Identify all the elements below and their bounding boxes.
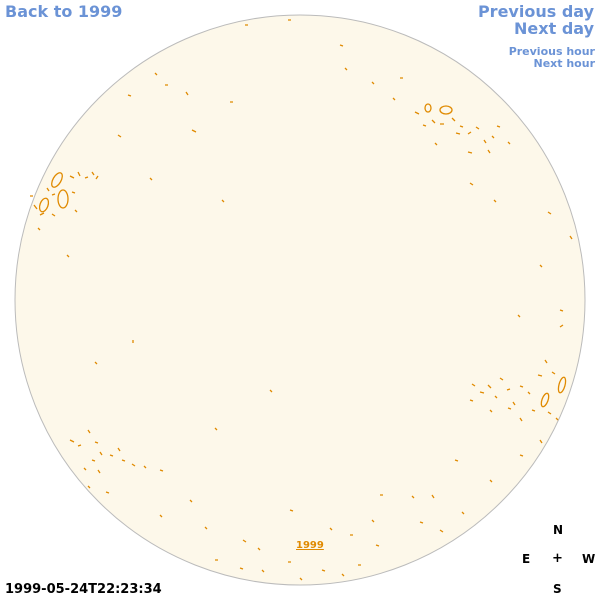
next-hour-link[interactable]: Next hour <box>533 57 596 70</box>
year-link[interactable]: 1999 <box>296 540 324 551</box>
compass-center-marker: + <box>552 551 563 566</box>
previous-hour-link[interactable]: Previous hour <box>508 45 595 58</box>
compass-south-label: S <box>553 582 562 596</box>
solar-disk <box>14 14 586 586</box>
compass-east-label: E <box>522 552 531 566</box>
compass-north-label: N <box>553 523 564 537</box>
observation-timestamp: 1999-05-24T22:23:34 <box>5 582 162 597</box>
next-day-link[interactable]: Next day <box>514 19 594 38</box>
compass-west-label: W <box>582 552 596 566</box>
back-to-year-link[interactable]: Back to 1999 <box>5 2 123 21</box>
previous-day-link[interactable]: Previous day <box>477 2 594 21</box>
active-region-contours <box>30 19 573 581</box>
